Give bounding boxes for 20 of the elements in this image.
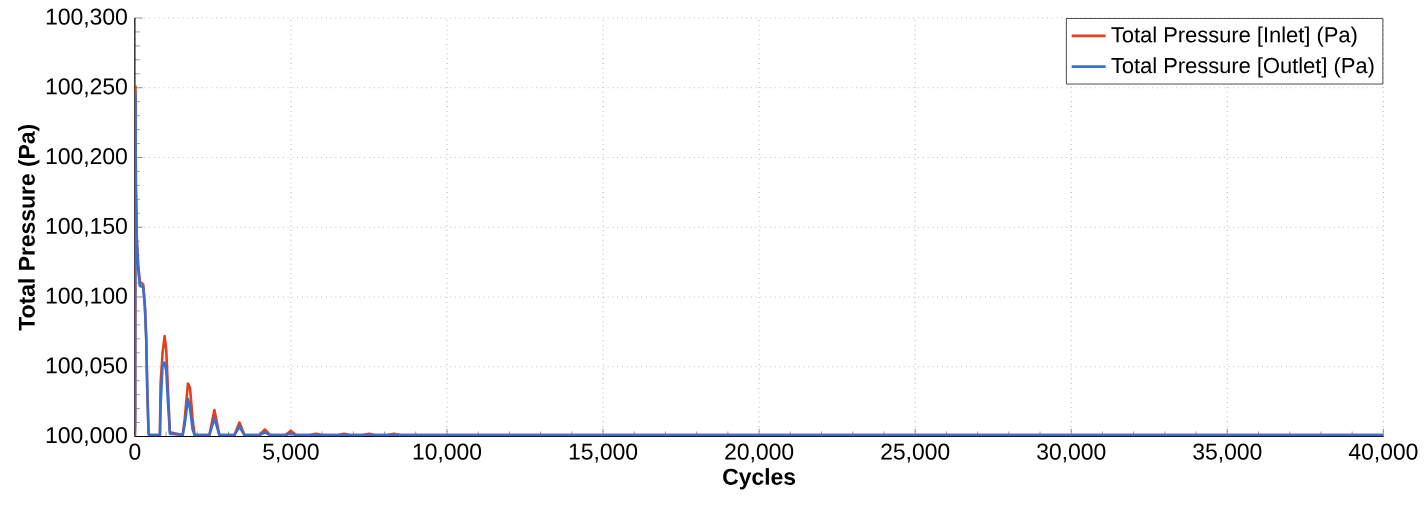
x-tick-label: 20,000 xyxy=(725,443,794,463)
x-tick-label: 25,000 xyxy=(881,443,950,463)
x-tick-label: 30,000 xyxy=(1037,443,1106,463)
y-tick-label: 100,150 xyxy=(46,217,127,237)
y-tick-label: 100,100 xyxy=(46,287,127,307)
y-tick-label: 100,300 xyxy=(46,8,127,28)
y-axis-title: Total Pressure (Pa) xyxy=(18,124,40,331)
x-axis-title: Cycles xyxy=(723,467,796,490)
y-tick-label: 100,000 xyxy=(46,426,127,446)
x-tick-label: 10,000 xyxy=(413,443,482,463)
x-tick-label: 40,000 xyxy=(1348,443,1418,463)
x-tick-label: 0 xyxy=(129,443,141,460)
x-tick-label: 5,000 xyxy=(263,443,319,463)
legend-label: Total Pressure [Outlet] (Pa) xyxy=(1111,57,1374,78)
x-tick-label: 15,000 xyxy=(569,443,638,463)
y-tick-label: 100,050 xyxy=(46,357,127,376)
y-tick-label: 100,250 xyxy=(46,78,127,97)
x-tick-label: 35,000 xyxy=(1193,443,1262,463)
legend-label: Total Pressure [Inlet] (Pa) xyxy=(1111,26,1357,47)
y-tick-label: 100,200 xyxy=(46,147,127,167)
